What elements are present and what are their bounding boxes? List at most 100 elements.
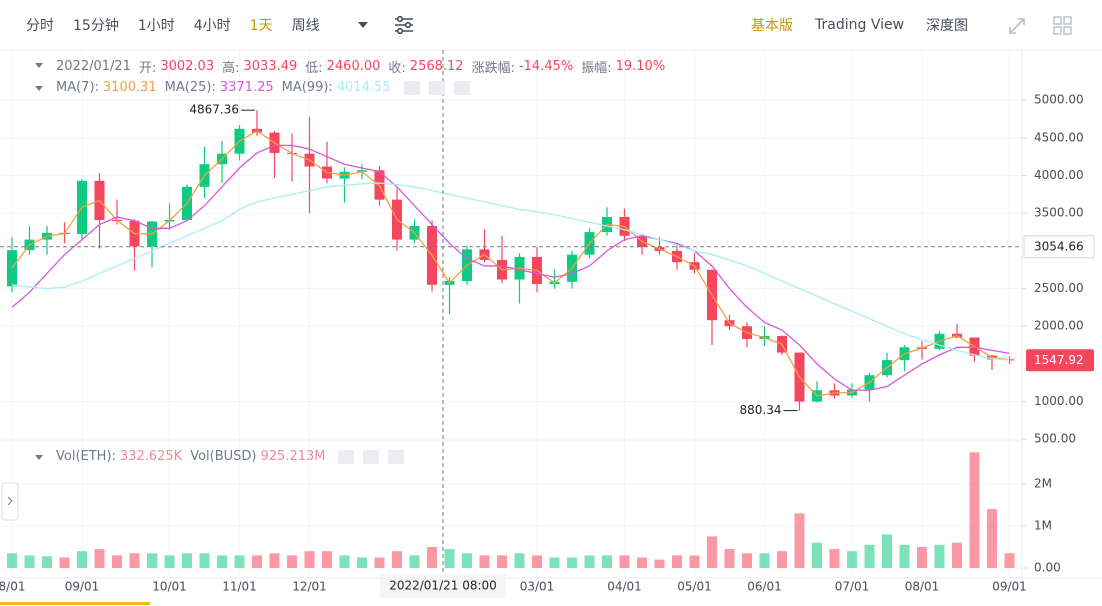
- legend-value: 925.213M: [260, 449, 326, 464]
- volume-bar: [794, 513, 805, 568]
- x-tick-label: 12/01: [292, 580, 327, 594]
- interval-tab[interactable]: 1小时: [137, 18, 175, 34]
- volume-bar: [339, 555, 350, 568]
- legend-icon[interactable]: [388, 449, 405, 464]
- readout-label: 高:: [222, 61, 240, 76]
- interval-tab[interactable]: 15分钟: [73, 18, 119, 34]
- volume-bar: [987, 509, 997, 568]
- volume-bar: [42, 556, 52, 568]
- layout-icon[interactable]: [1053, 16, 1072, 35]
- volume-bar: [392, 551, 402, 568]
- x-tick-label: 10/01: [152, 580, 187, 594]
- volume-bar: [777, 551, 787, 568]
- volume-bar: [287, 555, 297, 568]
- y-tick-label: 2M: [1034, 476, 1052, 490]
- volume-bar: [724, 549, 735, 568]
- volume-bar: [812, 542, 822, 568]
- volume-bar: [427, 546, 437, 568]
- volume-bar: [952, 542, 962, 568]
- view-tab[interactable]: 深度图: [926, 18, 969, 34]
- volume-bar: [444, 549, 455, 568]
- extreme-label: 4867.36: [189, 103, 239, 117]
- legend-value: 332.625K: [119, 449, 183, 464]
- readout-value: 19.10%: [615, 59, 666, 74]
- volume-bar: [707, 536, 717, 568]
- volume-bar: [409, 555, 420, 568]
- view-tab[interactable]: Trading View: [815, 17, 905, 33]
- volume-bar: [182, 553, 192, 568]
- collapse-arrow[interactable]: [35, 455, 43, 460]
- x-tick-label: 05/01: [677, 580, 712, 594]
- readout-label: 开:: [138, 61, 157, 76]
- volume-bar: [199, 553, 210, 568]
- legend-icon[interactable]: [428, 80, 445, 95]
- volume-bar: [549, 557, 560, 568]
- volume-bar: [654, 559, 665, 568]
- legend-icon[interactable]: [453, 80, 470, 95]
- y-tick-label: 1000.00: [1034, 394, 1084, 408]
- x-tick-label: 08/01: [905, 580, 940, 594]
- volume-bar: [252, 555, 262, 568]
- expand-chevron: [7, 496, 13, 506]
- legend-icon[interactable]: [403, 80, 420, 95]
- readout-value: 3033.49: [243, 59, 298, 74]
- volume-bar: [637, 557, 647, 568]
- crosshair-price-box: [1023, 235, 1095, 259]
- volume-bar: [479, 555, 490, 568]
- x-tick-label: 09/01: [65, 580, 100, 594]
- x-tick-label: 04/01: [607, 580, 642, 594]
- readout-value: -14.45%: [518, 59, 574, 74]
- view-tab[interactable]: 基本版: [751, 18, 793, 34]
- collapse-arrow[interactable]: [35, 86, 43, 91]
- volume-bar: [934, 544, 945, 568]
- volume-bar: [24, 555, 35, 568]
- readout-label: 低:: [305, 61, 323, 76]
- interval-tab[interactable]: 分时: [26, 18, 54, 34]
- y-tick-label: 5000.00: [1034, 93, 1084, 107]
- interval-tab[interactable]: 周线: [291, 18, 320, 34]
- volume-bar: [759, 553, 770, 568]
- y-tick-label: 4000.00: [1034, 168, 1084, 182]
- view-tabs: 基本版 Trading View 深度图: [751, 15, 968, 35]
- overlay: 500.00 1000.00 2000.00 2500.00 3500.00 4000.0…: [0, 50, 1095, 598]
- volume-bar: [899, 544, 910, 568]
- legend-value: 3371.25: [219, 80, 274, 95]
- expand-button[interactable]: [1, 482, 19, 521]
- interval-tab[interactable]: 4小时: [193, 18, 231, 34]
- volume-bar: [129, 553, 140, 568]
- volume-bar: [269, 553, 280, 568]
- crosshair-date: 2022/01/21 08:00: [389, 579, 497, 593]
- dropdown-arrow[interactable]: [358, 22, 368, 28]
- legend-value: 3100.31: [102, 80, 157, 95]
- legend-icon[interactable]: [363, 449, 380, 464]
- crosshair-price: 3054.66: [1034, 239, 1084, 253]
- marks: [7, 110, 1015, 568]
- active-underline: [0, 602, 150, 605]
- x-tick-label: 03/01: [520, 580, 555, 594]
- y-tick-label: 1M: [1034, 518, 1052, 532]
- volume-bar: [374, 557, 385, 568]
- volume-bar: [742, 553, 752, 568]
- settings-icon[interactable]: [395, 15, 413, 35]
- interval-tab[interactable]: 1天: [249, 18, 273, 34]
- x-tick-label: 07/01: [835, 580, 870, 594]
- last-price-box: [1026, 349, 1094, 372]
- volume-bar: [917, 546, 927, 568]
- volume-bar: [462, 553, 472, 568]
- y-tick-label: 3500.00: [1034, 206, 1084, 220]
- volume-bar: [532, 555, 542, 568]
- volume-bar: [164, 555, 175, 568]
- legend-name: MA(25):: [164, 80, 216, 95]
- x-tick-label: 11/01: [222, 580, 257, 594]
- legend-icon[interactable]: [338, 449, 355, 464]
- volume-bar: [689, 555, 700, 568]
- collapse-arrow[interactable]: [35, 63, 43, 68]
- volume-bar: [829, 549, 840, 568]
- x-tick-label: 06/01: [747, 580, 782, 594]
- interval-tabs: 分时 15分钟 1小时 4小时 1天 周线: [26, 15, 320, 35]
- volume-bar: [147, 553, 157, 568]
- volume-bar: [882, 534, 892, 568]
- legend-name: Vol(ETH):: [56, 449, 116, 464]
- fullscreen-icon[interactable]: [1009, 18, 1025, 34]
- ohlc-readout: 2022/01/21 开: 3002.03 高: 3033.49 低: 2460.00 收: 2…: [56, 57, 669, 76]
